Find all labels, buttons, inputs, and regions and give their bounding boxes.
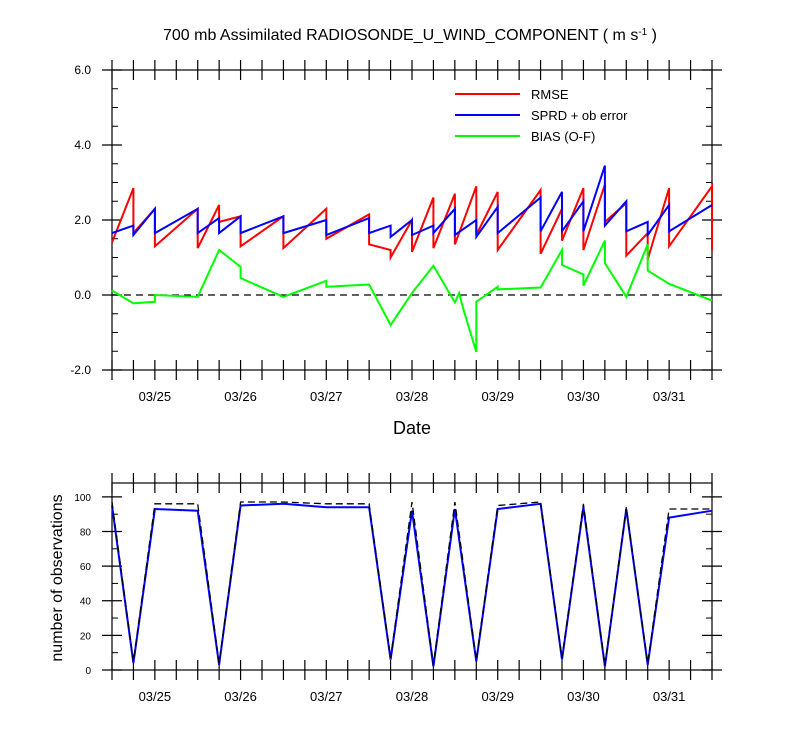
y-axis-label-observations: number of observations	[49, 494, 66, 661]
y-tick-label: 0.0	[74, 288, 91, 302]
series-bias-o-f	[111, 240, 713, 353]
x-tick-label: 03/28	[396, 689, 429, 704]
x-tick-label: 03/29	[481, 389, 514, 404]
x-tick-label: 03/25	[139, 389, 172, 404]
chart-title: 700 mb Assimilated RADIOSONDE_U_WIND_COM…	[163, 27, 657, 45]
y-tick-label: 80	[80, 527, 92, 538]
x-tick-label: 03/31	[653, 389, 686, 404]
x-tick-label: 03/31	[653, 689, 686, 704]
series-possible-observations	[111, 501, 712, 665]
legend-label: SPRD + ob error	[531, 108, 628, 123]
x-tick-label: 03/28	[396, 389, 429, 404]
x-tick-label: 03/29	[481, 689, 514, 704]
series-assimilated-observations	[111, 502, 713, 667]
x-tick-label: 03/26	[224, 689, 257, 704]
y-tick-label: 20	[80, 631, 92, 642]
series-sprd-ob-error	[111, 165, 713, 241]
x-tick-label: 03/27	[310, 389, 343, 404]
x-tick-label: 03/30	[567, 689, 600, 704]
bottom-plot: 03/25 03/26 03/27 03/28 03/29 03/30 03/31 0 20 40…	[74, 473, 722, 704]
top-axes: 03/25 03/26 03/27 03/28 03/29 03/30 03/31 -2.0 0…	[70, 60, 722, 404]
bottom-axes: 03/25 03/26 03/27 03/28 03/29 03/30 03/31 0 20 40…	[74, 473, 722, 704]
y-tick-label: 2.0	[74, 213, 91, 227]
y-tick-label: 40	[80, 597, 92, 608]
y-tick-label: -2.0	[70, 363, 91, 377]
y-tick-label: 0	[85, 666, 91, 677]
y-tick-label: 4.0	[74, 138, 91, 152]
legend: RMSE SPRD + ob error BIAS (O-F)	[455, 87, 628, 144]
x-tick-label: 03/25	[139, 689, 172, 704]
y-tick-label: 100	[74, 493, 91, 504]
legend-label: RMSE	[531, 87, 569, 102]
top-plot: 03/25 03/26 03/27 03/28 03/29 03/30 03/31 -2.0 0…	[70, 60, 722, 404]
x-tick-label: 03/30	[567, 389, 600, 404]
x-tick-label: 03/27	[310, 689, 343, 704]
x-tick-label: 03/26	[224, 389, 257, 404]
legend-label: BIAS (O-F)	[531, 129, 595, 144]
y-tick-label: 6.0	[74, 63, 91, 77]
y-tick-label: 60	[80, 562, 92, 573]
x-axis-label: Date	[393, 418, 431, 438]
